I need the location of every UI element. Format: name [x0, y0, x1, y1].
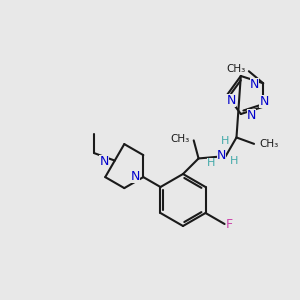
Text: H: H: [207, 158, 215, 168]
Text: N: N: [226, 94, 236, 106]
Text: H: H: [230, 155, 238, 166]
Text: N: N: [250, 78, 259, 91]
Text: CH₃: CH₃: [170, 134, 190, 144]
Text: N: N: [131, 169, 140, 183]
Text: N: N: [247, 109, 256, 122]
Text: N: N: [99, 155, 109, 168]
Text: N: N: [217, 149, 226, 162]
Text: F: F: [226, 218, 233, 230]
Text: H: H: [221, 136, 230, 146]
Text: CH₃: CH₃: [259, 139, 278, 149]
Text: CH₃: CH₃: [226, 64, 246, 74]
Text: N: N: [260, 95, 269, 108]
